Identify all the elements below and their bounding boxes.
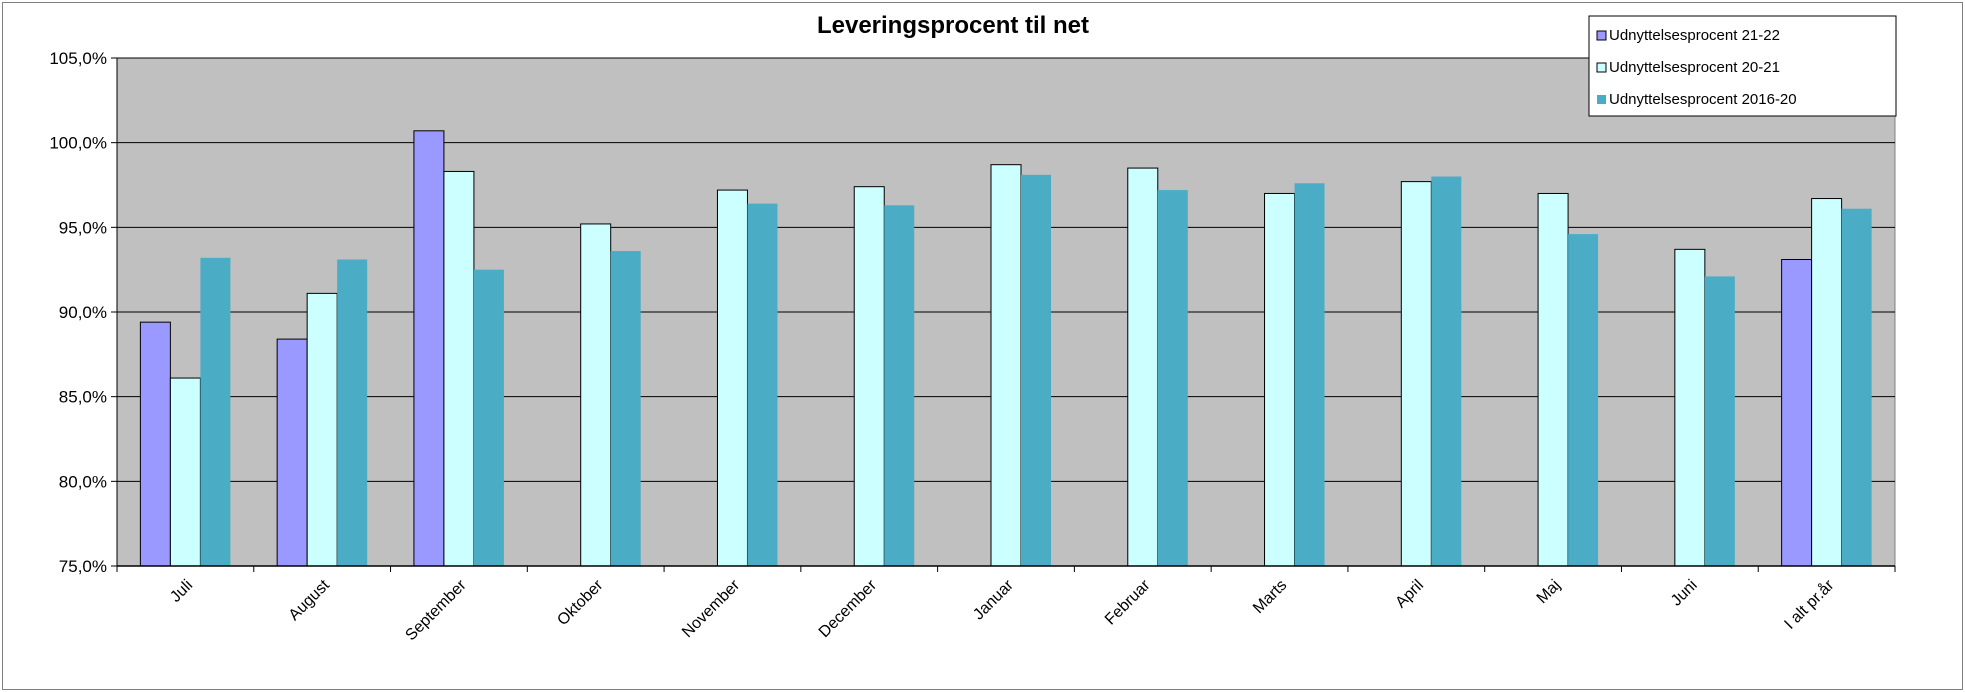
bar-2-6 [1021, 174, 1051, 566]
x-category-label: Maj [1534, 577, 1564, 607]
legend-label-series-20-21: Udnyttelsesprocent 20-21 [1609, 59, 1780, 76]
y-tick-label: 105,0% [49, 49, 107, 68]
bar-2-12 [1841, 208, 1872, 566]
y-tick-label: 75,0% [59, 557, 107, 576]
legend-label-series-21-22: Udnyttelsesprocent 21-22 [1609, 27, 1780, 44]
legend-swatch-series-21-22 [1596, 30, 1607, 41]
x-category-label: November [679, 576, 744, 641]
legend-swatch-series-20-21 [1596, 62, 1607, 73]
bar-2-9 [1431, 176, 1462, 567]
bar-0-1 [276, 338, 308, 567]
bar-1-1 [306, 292, 338, 567]
x-category-label: September [402, 576, 470, 644]
y-tick-label: 90,0% [59, 303, 107, 322]
bar-0-2 [413, 130, 445, 567]
x-category-label: Februar [1102, 576, 1154, 628]
bar-1-5 [853, 186, 885, 567]
bar-1-10 [1537, 192, 1569, 567]
y-tick-label: 85,0% [59, 388, 107, 407]
bar-2-1 [337, 259, 368, 566]
x-category-label: Juni [1668, 577, 1701, 610]
y-tick-label: 80,0% [59, 472, 107, 491]
bar-2-2 [473, 269, 504, 566]
bar-1-8 [1264, 192, 1296, 567]
legend: Udnyttelsesprocent 21-22 Udnyttelsesproc… [1588, 15, 1897, 117]
bar-1-12 [1811, 198, 1843, 567]
bars [139, 130, 1872, 567]
legend-swatch-series-2016-20 [1597, 95, 1606, 104]
bar-1-6 [990, 164, 1022, 567]
bar-0-0 [139, 321, 171, 567]
bar-2-11 [1704, 276, 1735, 566]
bar-2-8 [1294, 183, 1325, 566]
bar-chart: Leveringsprocent til net 75,0% 80,0% 85,0%… [49, 12, 1897, 644]
x-category-label: Marts [1250, 577, 1290, 617]
legend-label-series-2016-20: Udnyttelsesprocent 2016-20 [1609, 91, 1797, 108]
bar-1-11 [1674, 248, 1706, 567]
y-tick-label: 100,0% [49, 134, 107, 153]
bar-1-7 [1127, 167, 1159, 567]
y-tick-label: 95,0% [59, 218, 107, 237]
x-category-label: Januar [970, 576, 1017, 623]
bar-1-2 [443, 170, 475, 567]
bar-1-4 [716, 189, 748, 567]
bar-1-9 [1400, 181, 1432, 567]
x-category-label: Oktober [554, 576, 607, 629]
x-category-label: I alt pr.år [1781, 576, 1838, 633]
x-category-label: August [286, 576, 334, 624]
bar-2-5 [884, 205, 915, 566]
bar-2-10 [1568, 234, 1599, 566]
bar-2-4 [747, 203, 778, 567]
bar-2-7 [1157, 190, 1188, 566]
x-category-label: April [1392, 577, 1427, 612]
x-category-label: Juli [167, 577, 196, 606]
x-category-label: December [816, 576, 881, 641]
bar-1-0 [169, 377, 201, 567]
bar-0-12 [1781, 259, 1813, 567]
bar-1-3 [580, 223, 612, 567]
legend-box [1588, 15, 1897, 117]
bar-2-0 [200, 257, 231, 566]
chart-title: Leveringsprocent til net [817, 12, 1089, 39]
bar-2-3 [610, 251, 641, 567]
